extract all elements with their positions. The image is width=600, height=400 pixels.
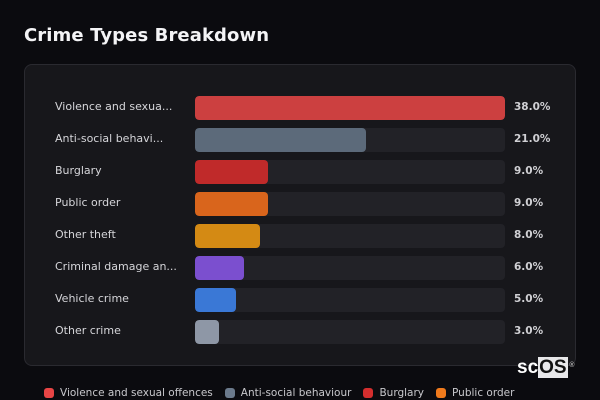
- legend-item[interactable]: Burglary: [363, 387, 424, 399]
- bar-track: [195, 256, 505, 280]
- legend-swatch-icon: [363, 388, 374, 398]
- bar-track: [195, 96, 505, 120]
- bar-label: Public order: [55, 196, 121, 209]
- legend-item[interactable]: Violence and sexual offences: [44, 387, 213, 399]
- legend-label: Public order: [452, 387, 515, 399]
- bar-track: [195, 320, 505, 344]
- bar-fill[interactable]: [195, 96, 505, 120]
- legend-label: Anti-social behaviour: [240, 387, 352, 399]
- bar-track: [195, 160, 505, 184]
- bar-row: Other theft 8.0%: [25, 224, 575, 248]
- bar-label: Anti-social behavi...: [55, 132, 164, 145]
- bar-value: 9.0%: [514, 197, 544, 209]
- bar-value: 6.0%: [514, 261, 544, 273]
- bar-fill[interactable]: [195, 256, 244, 280]
- bar-row: Burglary 9.0%: [25, 160, 575, 184]
- bar-label: Other theft: [55, 228, 116, 241]
- bar-value: 8.0%: [514, 229, 544, 241]
- chart-title: Crime Types Breakdown: [24, 25, 270, 46]
- bar-row: Criminal damage an... 6.0%: [25, 256, 575, 280]
- bar-value: 38.0%: [514, 101, 551, 113]
- bar-label: Violence and sexua...: [55, 100, 173, 113]
- bar-row: Other crime 3.0%: [25, 320, 575, 344]
- bar-fill[interactable]: [195, 320, 220, 344]
- bar-track: [195, 224, 505, 248]
- bar-value: 21.0%: [514, 133, 551, 145]
- bar-label: Other crime: [55, 324, 121, 337]
- bar-row: Vehicle crime 5.0%: [25, 288, 575, 312]
- bar-row: Violence and sexua... 38.0%: [25, 96, 575, 120]
- bar-track: [195, 288, 505, 312]
- bar-track: [195, 128, 505, 152]
- bar-row: Public order 9.0%: [25, 192, 575, 216]
- bar-fill[interactable]: [195, 288, 236, 312]
- bar-row: Anti-social behavi... 21.0%: [25, 128, 575, 152]
- bar-label: Burglary: [55, 164, 102, 177]
- chart-legend: Violence and sexual offences Anti-social …: [44, 387, 514, 399]
- chart-card: Violence and sexua... 38.0% Anti-social be…: [24, 64, 576, 366]
- bar-fill[interactable]: [195, 192, 269, 216]
- legend-label: Violence and sexual offences: [60, 387, 213, 399]
- legend-label: Burglary: [379, 387, 425, 399]
- bar-value: 3.0%: [514, 325, 544, 337]
- legend-item[interactable]: Public order: [436, 387, 514, 399]
- legend-swatch-icon: [224, 388, 235, 398]
- watermark-highlight: OS: [538, 357, 568, 378]
- bar-track: [195, 192, 505, 216]
- watermark-prefix: sc: [517, 357, 539, 378]
- bar-value: 9.0%: [514, 165, 544, 177]
- bar-value: 5.0%: [514, 293, 544, 305]
- watermark-logo: scOS ®: [517, 357, 575, 379]
- bar-fill[interactable]: [195, 224, 261, 248]
- bar-fill[interactable]: [195, 128, 367, 152]
- registered-mark: ®: [569, 362, 575, 369]
- bar-label: Criminal damage an...: [55, 260, 177, 273]
- bar-label: Vehicle crime: [55, 292, 129, 305]
- legend-swatch-icon: [44, 388, 54, 398]
- legend-swatch-icon: [436, 388, 447, 398]
- bar-fill[interactable]: [195, 160, 269, 184]
- legend-item[interactable]: Anti-social behaviour: [224, 387, 352, 399]
